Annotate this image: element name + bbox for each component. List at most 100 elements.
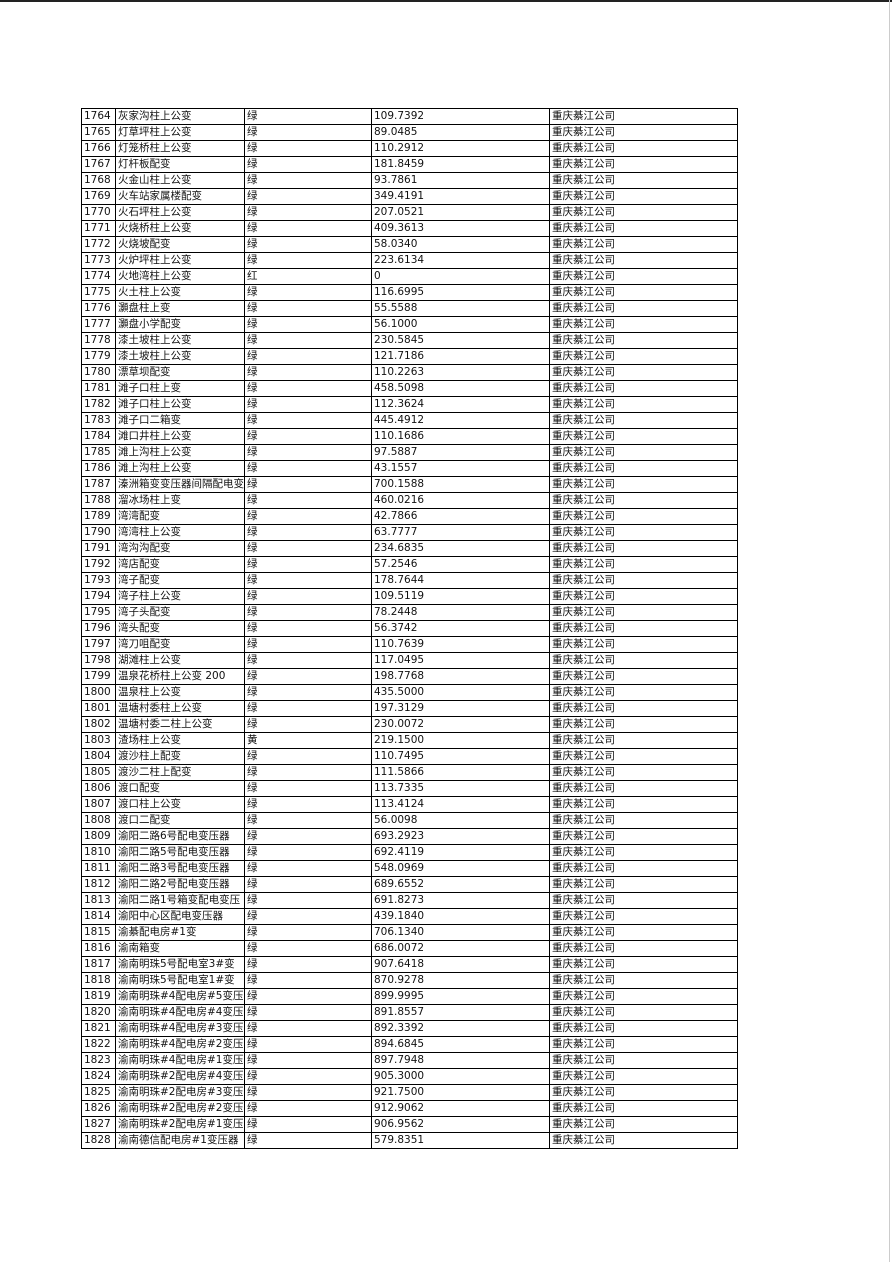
company-cell: 重庆綦江公司 [549, 1068, 738, 1085]
value-cell: 56.3742 [371, 620, 550, 637]
row-number-cell: 1771 [81, 220, 116, 237]
row-number-cell: 1805 [81, 764, 116, 781]
transformer-name-cell: 渝南明珠#4配电房#3变压 [115, 1020, 245, 1037]
value-cell: 178.7644 [371, 572, 550, 589]
table-row: 1825 渝南明珠#2配电房#3变压绿 921.7500 重庆綦江公司 [81, 1084, 738, 1101]
table-row: 1770 火石坪柱上公变绿 207.0521 重庆綦江公司 [81, 204, 738, 221]
value-cell: 458.5098 [371, 380, 550, 397]
status-color-cell: 绿 [244, 924, 372, 941]
table-row: 1811 渝阳二路3号配电变压器绿 548.0969 重庆綦江公司 [81, 860, 738, 877]
row-number-cell: 1766 [81, 140, 116, 157]
table-row: 1814 渝阳中心区配电变压器绿 439.1840 重庆綦江公司 [81, 908, 738, 925]
row-number-cell: 1780 [81, 364, 116, 381]
transformer-name-cell: 湾刀咀配变 [115, 636, 245, 653]
transformer-name-cell: 渝南明珠#4配电房#4变压 [115, 1004, 245, 1021]
row-number-cell: 1777 [81, 316, 116, 333]
transformer-name-cell: 渝南箱变 [115, 940, 245, 957]
row-number-cell: 1825 [81, 1084, 116, 1101]
row-number-cell: 1809 [81, 828, 116, 845]
table-row: 1806 渡口配变绿 113.7335 重庆綦江公司 [81, 780, 738, 797]
table-row: 1818 渝南明珠5号配电室1#变绿 870.9278 重庆綦江公司 [81, 972, 738, 989]
transformer-name-cell: 渝南明珠#2配电房#2变压 [115, 1100, 245, 1117]
company-cell: 重庆綦江公司 [549, 236, 738, 253]
transformer-name-cell: 灯笼桥柱上公变 [115, 140, 245, 157]
table-row: 1769 火车站家属楼配变绿 349.4191 重庆綦江公司 [81, 188, 738, 205]
status-color-cell: 绿 [244, 620, 372, 637]
value-cell: 121.7186 [371, 348, 550, 365]
value-cell: 548.0969 [371, 860, 550, 877]
row-number-cell: 1826 [81, 1100, 116, 1117]
transformer-name-cell: 渝南明珠#2配电房#3变压 [115, 1084, 245, 1101]
company-cell: 重庆綦江公司 [549, 140, 738, 157]
status-color-cell: 绿 [244, 236, 372, 253]
status-color-cell: 绿 [244, 572, 372, 589]
company-cell: 重庆綦江公司 [549, 460, 738, 477]
row-number-cell: 1816 [81, 940, 116, 957]
table-row: 1802 温塘村委二柱上公变绿 230.0072 重庆綦江公司 [81, 716, 738, 733]
status-color-cell: 绿 [244, 1052, 372, 1069]
table-row: 1778 漆土坡柱上公变绿 230.5845 重庆綦江公司 [81, 332, 738, 349]
value-cell: 43.1557 [371, 460, 550, 477]
company-cell: 重庆綦江公司 [549, 412, 738, 429]
transformer-name-cell: 温塘村委柱上公变 [115, 700, 245, 717]
company-cell: 重庆綦江公司 [549, 828, 738, 845]
status-color-cell: 绿 [244, 940, 372, 957]
transformer-name-cell: 火石坪柱上公变 [115, 204, 245, 221]
company-cell: 重庆綦江公司 [549, 508, 738, 525]
table-row: 1772 火烧坡配变绿 58.0340 重庆綦江公司 [81, 236, 738, 253]
company-cell: 重庆綦江公司 [549, 156, 738, 173]
table-row: 1780 漂草坝配变绿 110.2263 重庆綦江公司 [81, 364, 738, 381]
status-color-cell: 绿 [244, 332, 372, 349]
status-color-cell: 绿 [244, 684, 372, 701]
value-cell: 113.4124 [371, 796, 550, 813]
table-row: 1800 温泉柱上公变绿 435.5000 重庆綦江公司 [81, 684, 738, 701]
row-number-cell: 1797 [81, 636, 116, 653]
row-number-cell: 1792 [81, 556, 116, 573]
row-number-cell: 1802 [81, 716, 116, 733]
value-cell: 109.7392 [371, 108, 550, 125]
company-cell: 重庆綦江公司 [549, 604, 738, 621]
row-number-cell: 1768 [81, 172, 116, 189]
status-color-cell: 绿 [244, 364, 372, 381]
value-cell: 117.0495 [371, 652, 550, 669]
company-cell: 重庆綦江公司 [549, 748, 738, 765]
row-number-cell: 1798 [81, 652, 116, 669]
transformer-name-cell: 渡沙柱上配变 [115, 748, 245, 765]
table-row: 1784 滩口井柱上公变绿 110.1686 重庆綦江公司 [81, 428, 738, 445]
value-cell: 706.1340 [371, 924, 550, 941]
row-number-cell: 1799 [81, 668, 116, 685]
row-number-cell: 1765 [81, 124, 116, 141]
page-right-border [889, 0, 890, 1262]
value-cell: 89.0485 [371, 124, 550, 141]
table-row: 1815 渝綦配电房#1变绿 706.1340 重庆綦江公司 [81, 924, 738, 941]
transformer-name-cell: 滩上沟柱上公变 [115, 460, 245, 477]
status-color-cell: 绿 [244, 796, 372, 813]
value-cell: 55.5588 [371, 300, 550, 317]
row-number-cell: 1819 [81, 988, 116, 1005]
value-cell: 112.3624 [371, 396, 550, 413]
row-number-cell: 1814 [81, 908, 116, 925]
status-color-cell: 绿 [244, 668, 372, 685]
table-row: 1787 溱洲箱变变压器间隔配电变绿 700.1588 重庆綦江公司 [81, 476, 738, 493]
value-cell: 97.5887 [371, 444, 550, 461]
value-cell: 691.8273 [371, 892, 550, 909]
value-cell: 686.0072 [371, 940, 550, 957]
company-cell: 重庆綦江公司 [549, 972, 738, 989]
transformer-name-cell: 渝綦配电房#1变 [115, 924, 245, 941]
company-cell: 重庆綦江公司 [549, 732, 738, 749]
company-cell: 重庆綦江公司 [549, 492, 738, 509]
transformer-name-cell: 火土柱上公变 [115, 284, 245, 301]
value-cell: 692.4119 [371, 844, 550, 861]
status-color-cell: 绿 [244, 700, 372, 717]
status-color-cell: 绿 [244, 1100, 372, 1117]
company-cell: 重庆綦江公司 [549, 1052, 738, 1069]
transformer-name-cell: 渝南明珠#2配电房#1变压 [115, 1116, 245, 1133]
value-cell: 892.3392 [371, 1020, 550, 1037]
transformer-name-cell: 滩子口柱上变 [115, 380, 245, 397]
status-color-cell: 红 [244, 268, 372, 285]
company-cell: 重庆綦江公司 [549, 684, 738, 701]
row-number-cell: 1770 [81, 204, 116, 221]
status-color-cell: 绿 [244, 492, 372, 509]
row-number-cell: 1783 [81, 412, 116, 429]
company-cell: 重庆綦江公司 [549, 188, 738, 205]
